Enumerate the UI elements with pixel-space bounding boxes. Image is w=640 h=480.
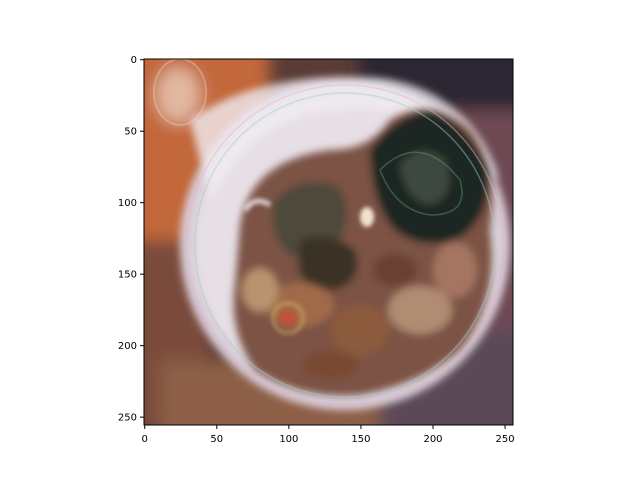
y-tick-label: 200	[118, 341, 137, 352]
x-tick-label: 200	[423, 434, 442, 445]
y-tick-label: 250	[118, 413, 137, 424]
y-tick-label: 0	[131, 55, 137, 66]
x-tick-label: 250	[496, 434, 515, 445]
photo-image	[144, 59, 513, 425]
y-tick-label: 50	[124, 127, 137, 138]
x-tick-label: 0	[142, 434, 148, 445]
y-tick-label: 100	[118, 198, 137, 209]
x-tick-label: 50	[210, 434, 223, 445]
y-tick-label: 150	[118, 270, 137, 281]
y-axis: 0 50 100 150 200 250	[118, 55, 144, 424]
x-axis: 0 50 100 150 200 250	[142, 425, 515, 445]
x-tick-label: 150	[351, 434, 370, 445]
x-tick-label: 100	[279, 434, 298, 445]
axes-frame	[143, 58, 514, 426]
